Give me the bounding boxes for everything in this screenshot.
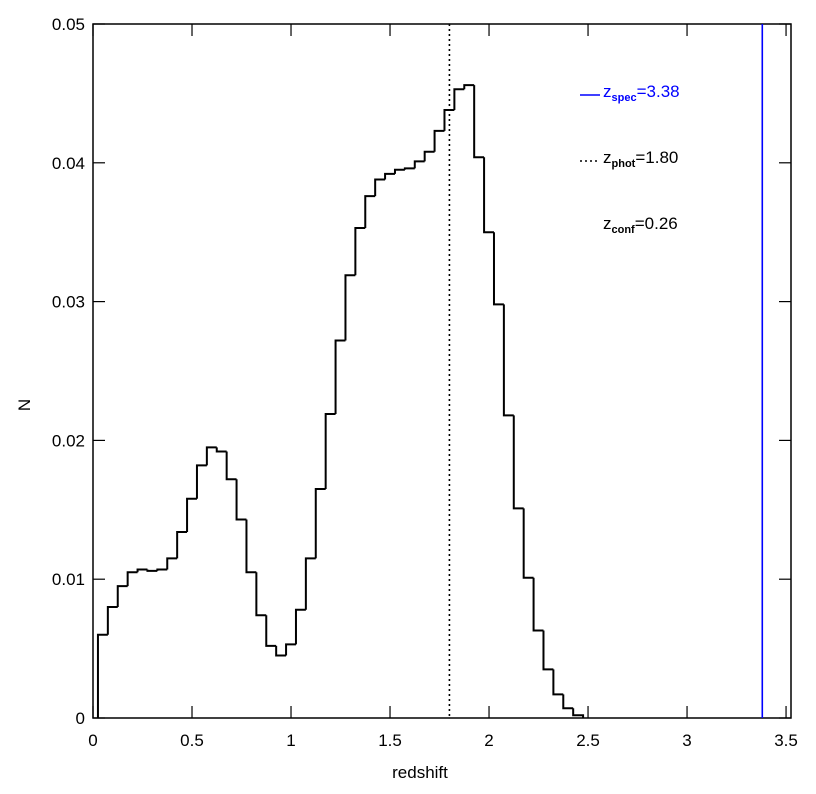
- histogram-step: [294, 608, 306, 645]
- histogram-step: [374, 178, 386, 197]
- histogram-step: [215, 447, 227, 453]
- histogram-step: [245, 519, 257, 574]
- histogram-step: [186, 497, 197, 533]
- histogram-step: [116, 585, 128, 607]
- y-tick-label: 0.03: [52, 293, 85, 312]
- histogram-step: [393, 168, 405, 174]
- annotation: zphot=1.80: [603, 148, 678, 170]
- histogram-step: [225, 451, 237, 481]
- annotation-relation: =: [635, 148, 645, 167]
- histogram-step: [463, 84, 475, 90]
- histogram-step: [235, 479, 247, 521]
- x-tick-label: 3.5: [774, 731, 798, 750]
- y-tick-label: 0.01: [52, 570, 85, 589]
- x-axis-label: redshift: [392, 763, 448, 782]
- histogram-step: [562, 694, 574, 710]
- histogram-step: [552, 669, 564, 696]
- histogram-step: [512, 415, 524, 510]
- histogram-step: [96, 633, 108, 718]
- histogram-step: [483, 157, 494, 234]
- x-tick-label: 1: [286, 731, 295, 750]
- y-tick-label: 0: [76, 709, 85, 728]
- x-tick-label: 2: [484, 731, 493, 750]
- histogram-step: [265, 615, 277, 647]
- annotation-subscript: spec: [612, 92, 637, 104]
- histogram-step: [176, 531, 188, 559]
- x-tick-label: 3: [682, 731, 691, 750]
- histogram-step: [492, 232, 504, 306]
- histogram-step: [106, 605, 118, 635]
- y-axis-label: N: [15, 399, 34, 411]
- histogram-step: [275, 645, 287, 657]
- annotation-value: 1.80: [645, 148, 678, 167]
- annotation-value: 3.38: [647, 82, 680, 101]
- histogram-step: [384, 172, 395, 180]
- y-tick-label: 0.02: [52, 431, 85, 450]
- annotation-symbol: z: [603, 214, 612, 233]
- histogram-step: [473, 85, 485, 159]
- histogram-step: [334, 339, 346, 415]
- histogram-step: [502, 304, 514, 417]
- histogram-step: [354, 227, 366, 276]
- histogram-step: [344, 274, 356, 341]
- y-tick-label: 0.05: [52, 15, 85, 34]
- histogram-step: [433, 129, 445, 152]
- histogram-step: [453, 88, 465, 111]
- y-tick-label: 0.04: [52, 154, 85, 173]
- histogram-step: [136, 568, 148, 573]
- annotation-subscript: conf: [612, 224, 636, 236]
- histogram-step: [285, 643, 296, 656]
- histogram-step: [205, 446, 217, 466]
- histogram-step: [195, 464, 207, 499]
- histogram-step: [403, 167, 415, 170]
- plot-frame: [92, 23, 792, 719]
- x-tick-label: 2.5: [576, 731, 600, 750]
- histogram-step: [146, 569, 158, 572]
- histogram-step: [572, 708, 585, 718]
- annotation-symbol: z: [603, 148, 612, 167]
- annotation-symbol: z: [603, 82, 612, 101]
- annotation: zconf=0.26: [603, 214, 678, 236]
- histogram-step: [166, 557, 178, 570]
- histogram-step: [364, 195, 376, 229]
- annotation: zspec=3.38: [603, 82, 680, 104]
- histogram-step: [423, 150, 435, 162]
- histogram-step: [443, 109, 455, 131]
- histogram-step: [314, 487, 326, 559]
- histogram-step: [413, 160, 425, 169]
- annotation-value: 0.26: [645, 214, 678, 233]
- annotation-relation: =: [635, 214, 645, 233]
- x-tick-label: 1.5: [378, 731, 402, 750]
- x-tick-label: 0.5: [180, 731, 204, 750]
- histogram-step: [532, 577, 544, 632]
- histogram-step: [304, 557, 316, 610]
- annotation-subscript: phot: [612, 158, 636, 170]
- histogram-step: [522, 508, 534, 579]
- annotation-relation: =: [637, 82, 647, 101]
- histogram-step: [542, 630, 554, 671]
- histogram-step: [255, 572, 267, 617]
- histogram-step: [324, 413, 336, 489]
- x-tick-label: 0: [88, 731, 97, 750]
- histogram-step: [126, 571, 138, 587]
- histogram-step: [156, 568, 168, 571]
